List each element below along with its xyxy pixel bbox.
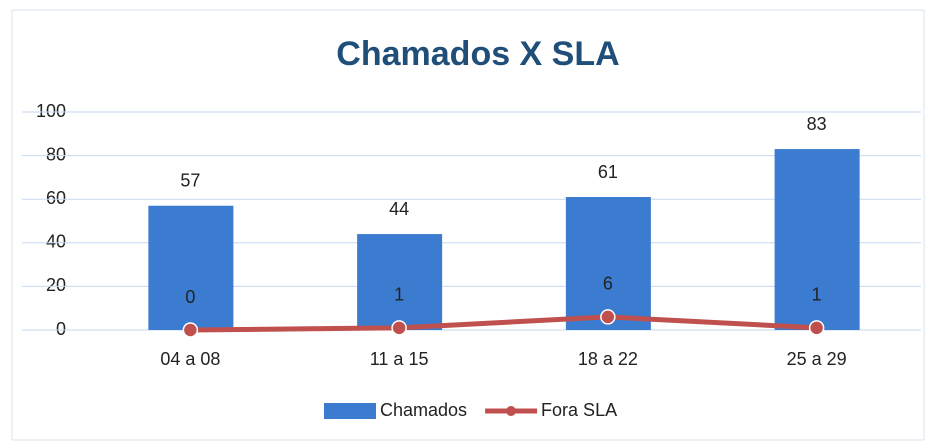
bar [565,197,651,330]
data-label: 61 [598,162,618,182]
chart-title: Chamados X SLA [336,35,619,73]
x-tick-label: 04 a 08 [160,349,220,369]
bar [357,234,443,330]
x-tick-label: 11 a 15 [370,349,429,369]
line-marker [600,309,616,325]
data-label: 83 [807,114,827,134]
data-label: 44 [389,199,409,219]
data-label: 0 [185,287,195,307]
y-tick-label: 80 [46,144,66,164]
data-label: 57 [180,170,200,190]
line [190,314,817,333]
legend-swatch [324,403,376,419]
legend-label: Fora SLA [541,400,617,420]
legend-label: Chamados [380,400,467,420]
y-tick-label: 20 [46,275,66,295]
line-marker [391,320,407,336]
x-tick-label: 18 a 22 [578,349,638,369]
data-label: 1 [394,285,404,305]
legend-marker [506,406,517,416]
line-marker [182,322,199,338]
data-label: 6 [603,274,613,294]
y-tick-label: 40 [46,232,66,252]
y-tick-label: 0 [56,319,66,339]
x-tick-label: 25 a 29 [787,349,847,369]
y-tick-label: 100 [36,101,66,121]
data-label: 1 [812,285,822,305]
line-marker [808,320,825,336]
y-tick-label: 60 [46,188,66,208]
bar [148,205,234,330]
bar [774,149,860,330]
